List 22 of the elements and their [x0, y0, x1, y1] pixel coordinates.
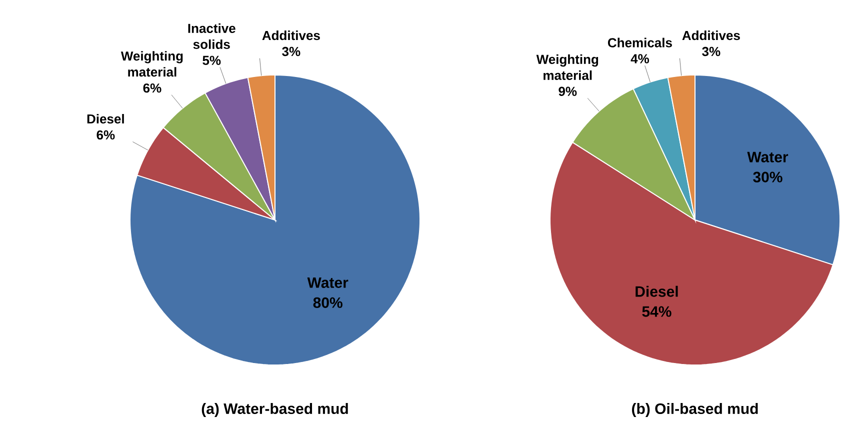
data-label: 6% — [143, 83, 162, 93]
slice-label: Diesel — [87, 114, 124, 124]
data-label: 5% — [202, 56, 221, 65]
slice-label: Diesel — [636, 286, 678, 297]
text: (b) Oil-based mud — [632, 402, 758, 417]
data-label: 30% — [753, 172, 782, 182]
slice-label: Additives — [682, 30, 740, 40]
slice-label: Weighting material — [536, 54, 598, 80]
text: (a) Water-based mud — [202, 402, 348, 417]
slice-label: Inactive solids — [188, 23, 236, 49]
data-label: 9% — [558, 86, 577, 96]
slice-label: Water — [747, 152, 788, 162]
slice-label: Water — [307, 277, 348, 288]
data-label: 6% — [96, 130, 115, 140]
data-label: 54% — [642, 306, 672, 317]
slice-label: Chemicals — [608, 38, 672, 48]
data-label: 3% — [702, 46, 720, 56]
data-label: 80% — [313, 297, 342, 308]
data-label: 4% — [630, 54, 650, 64]
data-label: 3% — [282, 46, 300, 56]
slice-label: Additives — [262, 30, 320, 40]
slice-label: Weighting material — [120, 51, 183, 77]
